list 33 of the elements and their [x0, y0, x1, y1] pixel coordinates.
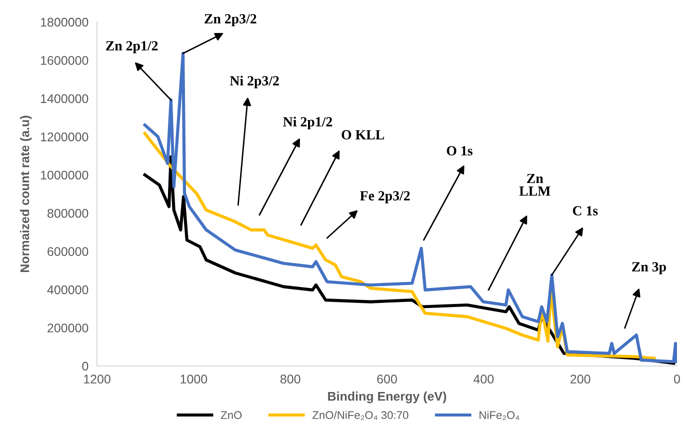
y-tick-label: 1400000	[40, 94, 88, 104]
y-tick-label: 400000	[47, 285, 88, 294]
legend-label: NiFe₂O₄	[480, 410, 520, 420]
y-tick-label: 800000	[48, 208, 88, 218]
y-tick-label: 1600000	[40, 56, 88, 65]
x-tick-label: 800	[280, 374, 300, 384]
y-tick-label: 1200000	[40, 132, 88, 142]
y-axis-title: Normaized count rate (a.u)	[20, 116, 32, 272]
x-tick-label: 400	[474, 374, 494, 384]
y-tick-label: 200000	[48, 324, 88, 332]
annotation: Zn 3p	[632, 262, 666, 274]
annotation: C 1s	[572, 206, 598, 216]
y-tick-label: 600000	[48, 247, 88, 256]
annotation: Ni 2p3/2	[230, 76, 279, 88]
annotation: Ni 2p1/2	[283, 116, 332, 130]
x-axis-title: Binding Energy (eV)	[328, 392, 446, 404]
y-tick-label: 0	[82, 362, 88, 371]
x-tick-label: 1000	[180, 374, 208, 384]
annotation: O KLL	[342, 130, 384, 140]
y-tick-label: 1000000	[40, 170, 88, 180]
x-tick-label: 200	[570, 374, 590, 384]
x-tick-label: 0	[674, 374, 680, 384]
line-series	[143, 52, 677, 364]
annotation: Fe 2p3/2	[360, 191, 410, 204]
legend-label: ZnO	[220, 411, 242, 420]
annotation: Zn LLM	[519, 174, 550, 196]
x-tick-label: 1200	[84, 374, 110, 384]
x-tick-label: 600	[377, 374, 397, 384]
annotation: O 1s	[446, 146, 472, 156]
legend-label: ZnO/NiFe₂O₄ 30:70	[312, 410, 408, 420]
annotation: Zn 2p1/2	[106, 41, 158, 54]
annotation: Zn 2p3/2	[204, 14, 256, 26]
y-tick-label: 1800000	[40, 18, 88, 27]
